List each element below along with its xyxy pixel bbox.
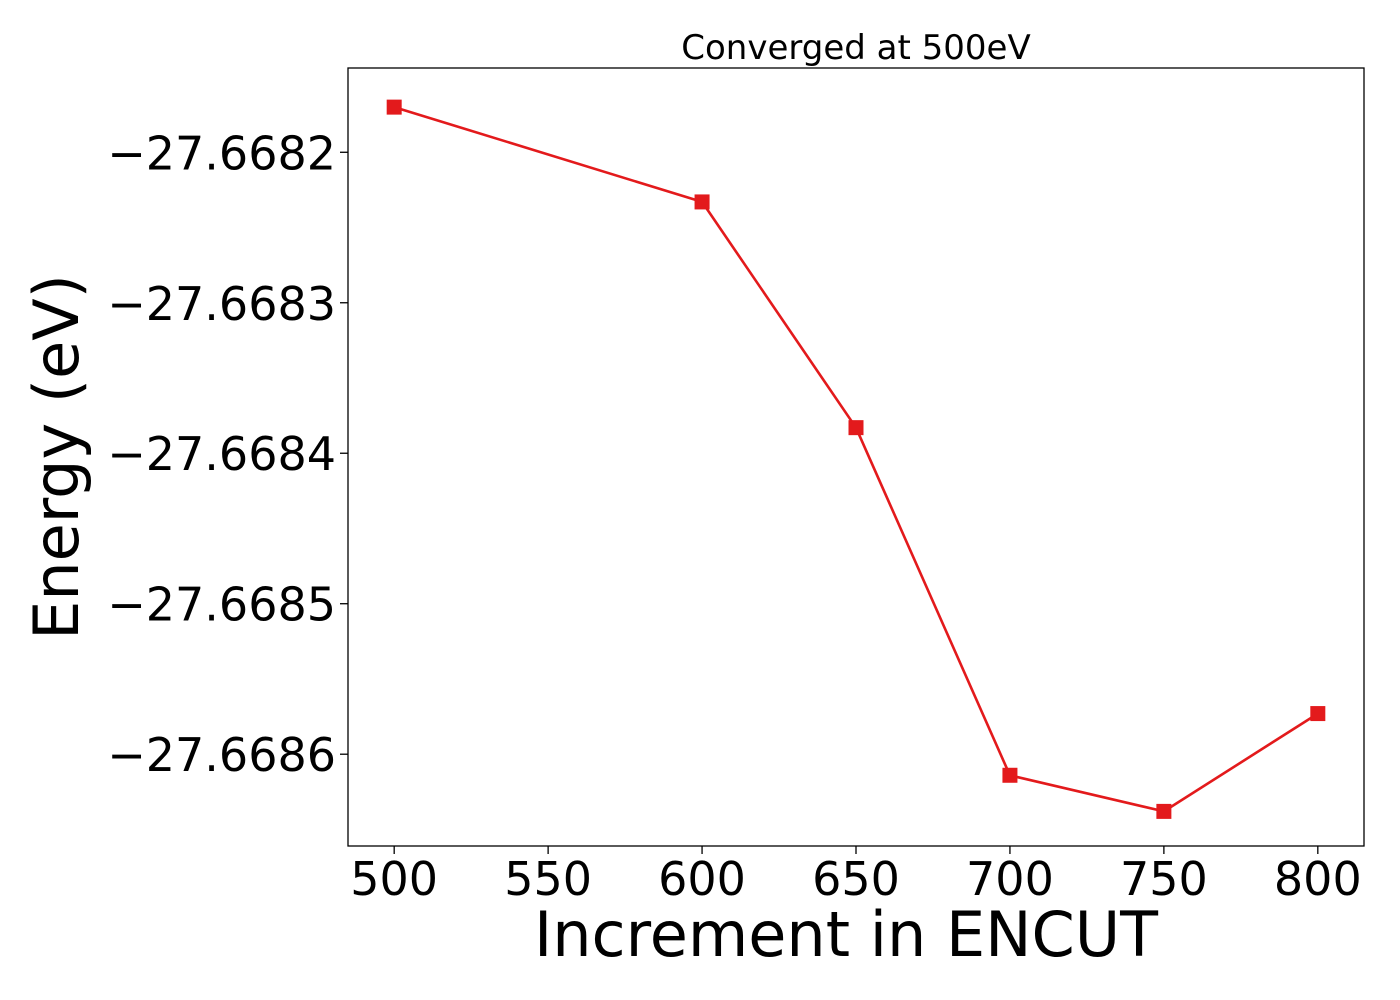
x-axis-label: Increment in ENCUT — [534, 898, 1159, 971]
x-tick-label: 700 — [966, 852, 1054, 906]
y-tick-label: −27.6684 — [107, 427, 336, 481]
x-tick-label: 500 — [350, 852, 438, 906]
x-tick-label: 800 — [1274, 852, 1362, 906]
data-point-marker — [1310, 706, 1326, 722]
x-tick-label: 550 — [504, 852, 592, 906]
chart-title: Converged at 500eV — [681, 28, 1030, 68]
y-tick-label: −27.6683 — [107, 277, 336, 331]
y-tick-label: −27.6682 — [107, 126, 336, 180]
y-tick-label: −27.6685 — [107, 578, 336, 632]
y-tick-label: −27.6686 — [107, 728, 336, 782]
data-point-marker — [386, 99, 402, 115]
data-point-marker — [694, 194, 710, 210]
plot-frame — [347, 67, 1365, 847]
data-point-marker — [1156, 803, 1172, 819]
data-point-marker — [848, 420, 864, 436]
y-axis-label: Energy (eV) — [20, 274, 93, 640]
x-axis-ticks: 500 550 600 650 700 750 800 — [350, 846, 1362, 906]
y-axis-ticks: −27.6682 −27.6683 −27.6684 −27.6685 −27.6686 — [107, 126, 348, 782]
x-tick-label: 600 — [658, 852, 746, 906]
x-tick-label: 750 — [1120, 852, 1208, 906]
series-line — [393, 105, 1319, 813]
data-point-marker — [1002, 767, 1018, 783]
series-layer — [386, 99, 1326, 819]
x-tick-label: 650 — [812, 852, 900, 906]
